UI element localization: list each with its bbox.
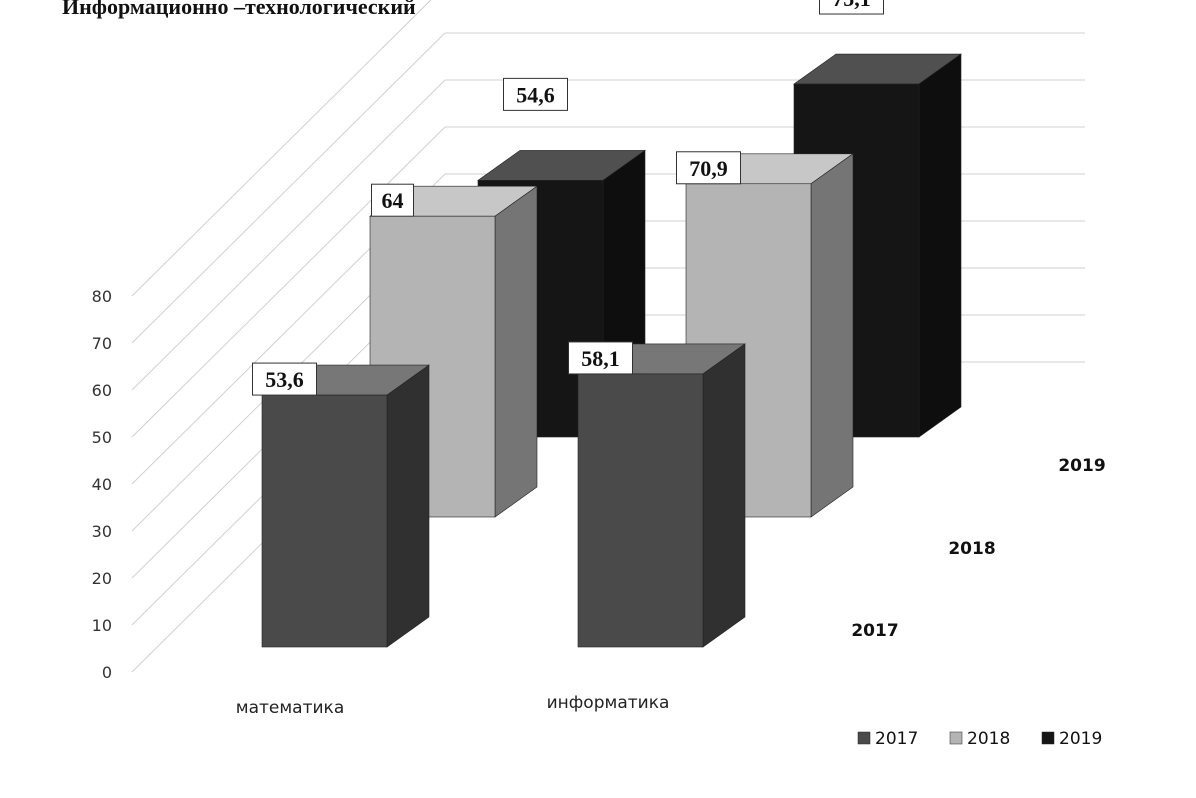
gridline-side [131,79,446,391]
data-label: 64 [371,183,414,217]
data-label-text: 75,1 [832,0,871,11]
data-label: 54,6 [503,77,568,111]
legend-item: 2019 [1041,729,1102,749]
data-label: 75,1 [819,0,884,15]
category-labels: математика информатика [236,693,670,718]
gridline-side [131,126,446,438]
data-label-text: 54,6 [516,82,555,107]
y-tick-label: 50 [92,428,112,447]
data-label: 58,1 [568,341,633,375]
bar-side [386,364,430,648]
data-label-text: 64 [382,188,404,213]
data-label-box [503,77,568,111]
bars: 54,6 75,1 64 70,9 53,6 58,1 [252,0,962,648]
depth-axis-labels: 2017 2018 2019 [851,456,1105,641]
data-label-text: 58,1 [581,346,620,371]
legend-label: 2019 [1059,729,1102,749]
depth-label: 2019 [1058,456,1105,476]
data-label-box [252,362,317,396]
data-label: 70,9 [676,151,741,185]
legend-item: 2017 [857,729,918,749]
depth-label: 2018 [948,539,995,559]
bar-front [261,394,388,648]
page-title: Информационно –технологический [62,0,416,19]
category-label: математика [236,698,344,718]
y-tick-label: 60 [92,381,112,400]
bar-2019-inf: 75,1 [793,0,962,438]
depth-label: 2017 [851,621,898,641]
data-label: 53,6 [252,362,317,396]
legend-swatch [1041,731,1055,745]
y-tick-label: 20 [92,569,112,588]
y-tick-label: 30 [92,522,112,541]
y-tick-label: 80 [92,287,112,306]
data-label-box [819,0,884,15]
data-label-text: 53,6 [265,367,304,392]
legend-label: 2017 [875,729,918,749]
bar-side [918,53,962,438]
legend-swatch [949,731,963,745]
y-tick-label: 40 [92,475,112,494]
bar-side [494,185,538,518]
legend-item: 2018 [949,729,1010,749]
legend: 2017 2018 2019 [857,729,1102,749]
category-label: информатика [547,693,670,713]
data-label-box [371,183,414,217]
gridline-side [131,0,432,297]
gridline-side [131,32,446,344]
data-label-box [676,151,741,185]
legend-label: 2018 [967,729,1010,749]
y-axis-ticks: 0 10 20 30 40 50 60 70 80 [92,287,112,682]
bar-front [577,373,704,648]
legend-swatch [857,731,871,745]
data-label-box [568,341,633,375]
data-label-text: 70,9 [689,156,728,181]
bar-2017-math: 53,6 [252,362,430,648]
y-tick-label: 0 [102,663,112,682]
bar-side [810,153,854,518]
y-tick-label: 10 [92,616,112,635]
bar-side [702,343,746,648]
bar-2017-inf: 58,1 [568,341,746,648]
y-tick-label: 70 [92,334,112,353]
